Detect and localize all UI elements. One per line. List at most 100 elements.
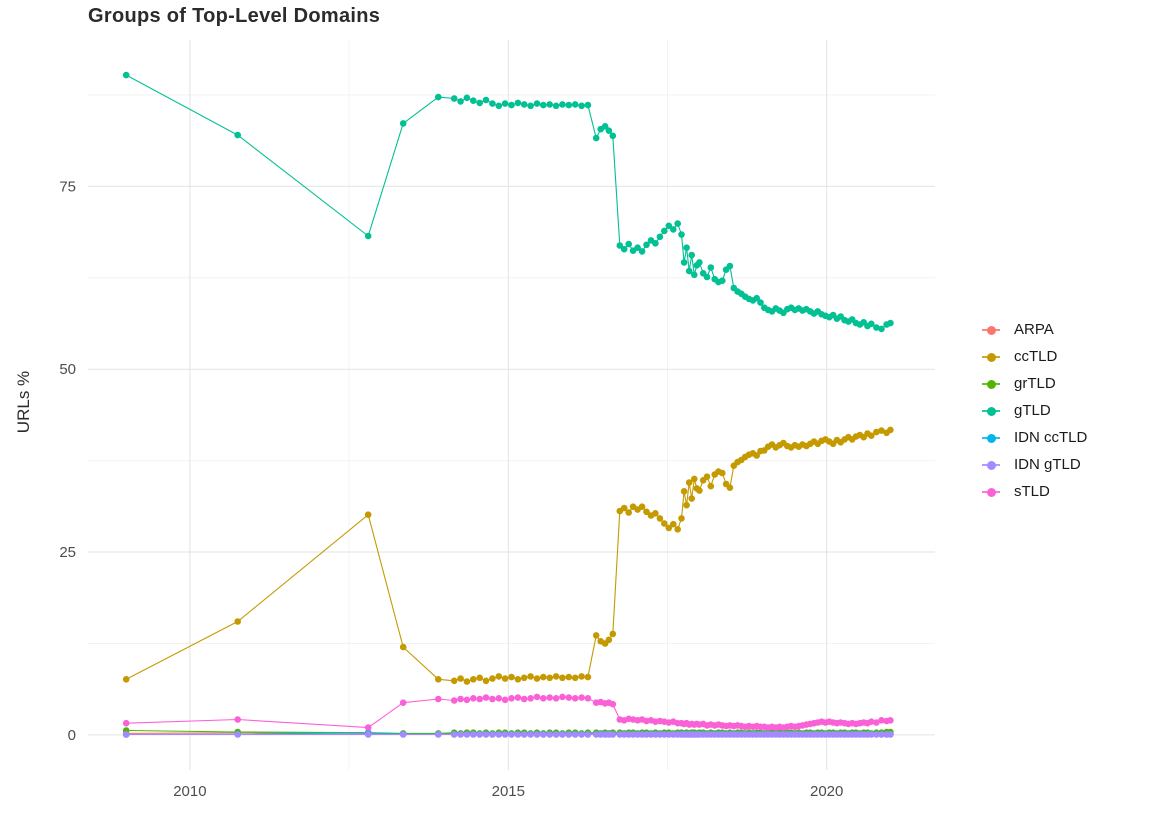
legend-key-icon	[980, 403, 1002, 419]
data-point	[873, 428, 880, 436]
data-point	[495, 731, 503, 738]
data-point	[533, 675, 541, 682]
data-point	[450, 95, 458, 102]
data-point	[514, 99, 522, 107]
data-point	[691, 475, 698, 483]
legend-label: gTLD	[1014, 402, 1051, 419]
data-point	[683, 244, 690, 251]
data-point	[482, 694, 490, 701]
legend-item-grtld: grTLD	[980, 374, 1087, 393]
data-point	[638, 503, 646, 511]
data-point	[399, 731, 407, 738]
data-point	[609, 700, 617, 708]
chart-svg: 0 25 50 75 2010 2015 2020	[59, 40, 935, 800]
data-point	[565, 673, 573, 681]
data-point	[670, 226, 677, 233]
data-point	[707, 264, 715, 271]
data-point	[873, 324, 880, 331]
data-point	[463, 94, 471, 102]
data-point	[540, 731, 547, 738]
data-point	[546, 694, 553, 701]
data-point	[625, 509, 632, 516]
data-point	[234, 618, 241, 625]
data-point	[868, 731, 875, 738]
data-point	[703, 473, 711, 481]
data-point	[685, 267, 693, 275]
data-point	[540, 101, 547, 109]
data-point	[364, 232, 372, 240]
data-point	[638, 248, 646, 255]
data-point	[489, 695, 496, 703]
data-point	[678, 231, 685, 238]
data-point	[495, 102, 503, 110]
data-point	[680, 488, 688, 495]
data-point	[527, 102, 534, 110]
data-point	[753, 452, 760, 459]
data-point	[399, 643, 407, 651]
data-point	[482, 96, 490, 104]
data-point	[665, 524, 673, 532]
data-point	[719, 277, 726, 285]
data-point	[878, 427, 885, 434]
data-point	[643, 241, 650, 249]
data-point	[476, 695, 484, 703]
data-point	[726, 262, 734, 270]
data-point	[463, 678, 471, 685]
data-point	[625, 240, 632, 248]
data-point	[514, 676, 522, 683]
data-point	[540, 695, 547, 702]
data-point	[571, 674, 579, 682]
data-point	[656, 515, 664, 522]
data-point	[457, 675, 464, 682]
data-point	[688, 495, 695, 502]
data-point	[435, 676, 442, 683]
data-point	[546, 101, 553, 108]
data-point	[616, 242, 624, 249]
data-point	[683, 501, 690, 509]
data-point	[559, 731, 566, 738]
data-point	[609, 132, 617, 140]
data-point	[501, 696, 509, 704]
data-point	[571, 695, 579, 702]
data-point	[696, 259, 703, 266]
data-point	[476, 674, 484, 682]
y-tick-label: 50	[59, 361, 76, 378]
data-point	[527, 695, 534, 702]
data-point	[878, 717, 885, 724]
data-point	[457, 98, 464, 105]
x-tick-label: 2010	[173, 783, 206, 800]
data-point	[685, 479, 693, 486]
legend-label: ARPA	[1014, 321, 1054, 338]
data-point	[501, 100, 509, 107]
data-point	[234, 131, 241, 139]
data-point	[457, 731, 464, 738]
data-point	[364, 511, 372, 518]
data-point	[476, 731, 484, 738]
legend-label: sTLD	[1014, 483, 1050, 500]
data-point	[661, 520, 668, 527]
data-point	[678, 515, 685, 522]
legend-key-icon	[980, 322, 1002, 338]
legend-label: IDN ccTLD	[1014, 429, 1088, 446]
data-point	[508, 101, 515, 109]
data-point	[565, 101, 573, 109]
legend-item-idn-cctld: IDN ccTLD	[980, 428, 1087, 447]
data-point	[514, 731, 522, 738]
data-point	[399, 120, 407, 127]
data-point	[501, 731, 509, 738]
data-point	[878, 325, 885, 333]
data-point	[364, 724, 372, 731]
data-point	[122, 676, 130, 683]
data-point	[533, 731, 541, 738]
data-point	[470, 97, 477, 104]
legend-item-stld: sTLD	[980, 482, 1087, 501]
data-point	[887, 717, 894, 724]
data-point	[887, 731, 894, 738]
legend-label: IDN gTLD	[1014, 456, 1081, 473]
legend-label: grTLD	[1014, 375, 1056, 392]
data-point	[887, 319, 894, 327]
data-point	[584, 731, 592, 738]
data-point	[592, 134, 600, 142]
series-cctld	[122, 426, 894, 685]
data-point	[661, 227, 668, 235]
